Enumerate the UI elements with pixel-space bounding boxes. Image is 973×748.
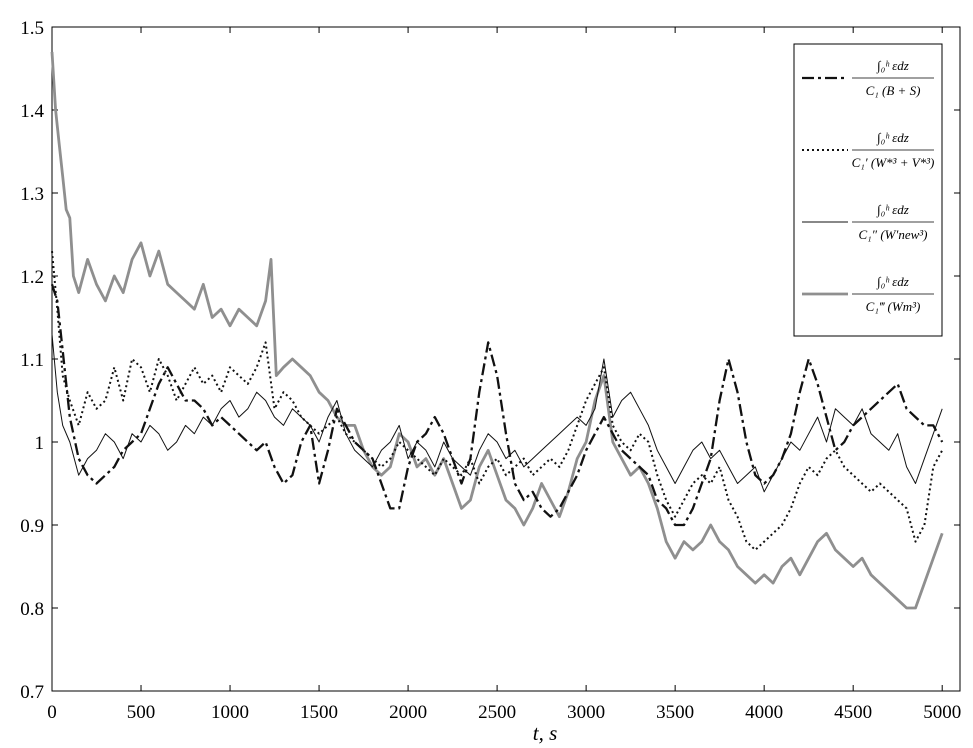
- y-tick-label: 1.1: [20, 350, 44, 371]
- x-tick-label: 2000: [389, 702, 427, 723]
- legend: ∫₀ʰ εdz C₁ (B + S) ∫₀ʰ εdz C₁′ (W*³ + V*³) ∫…: [793, 43, 943, 337]
- x-tick-label: 0: [47, 702, 57, 723]
- x-tick-label: 4000: [745, 702, 783, 723]
- series-line-2: [51, 251, 944, 551]
- legend-numerator-4: ∫₀ʰ εdz: [876, 274, 909, 290]
- y-tick-label: 0.7: [20, 682, 44, 703]
- y-tick-label: 1.3: [20, 184, 44, 205]
- y-tick-label: 1: [35, 433, 45, 454]
- y-tick-label: 1.2: [20, 267, 44, 288]
- legend-numerator-1: ∫₀ʰ εdz: [876, 58, 909, 74]
- legend-numerator-2: ∫₀ʰ εdz: [876, 130, 909, 146]
- legend-numerator-3: ∫₀ʰ εdz: [876, 202, 909, 218]
- x-tick-label: 5000: [923, 702, 961, 723]
- series-layer: [50, 51, 944, 610]
- x-tick-label: 3000: [567, 702, 605, 723]
- x-tick-label: 3500: [656, 702, 694, 723]
- legend-box: [793, 43, 943, 337]
- x-axis-title: t, s: [533, 721, 558, 745]
- x-tick-label: 1000: [211, 702, 249, 723]
- y-tick-label: 1.5: [20, 18, 44, 39]
- series-line-4: [50, 51, 944, 610]
- legend-denominator-1: C₁ (B + S): [866, 83, 921, 98]
- y-tick-label: 0.9: [20, 516, 44, 537]
- legend-denominator-4: C₁‴ (Wm³): [866, 299, 921, 314]
- x-tick-label: 1500: [300, 702, 338, 723]
- series-line-1: [50, 283, 944, 527]
- x-tick-label: 500: [127, 702, 156, 723]
- x-axis: 0 500 1000 1500 2000 2500 3000 3500 4000 4500 5000: [47, 27, 961, 723]
- series-line-3: [51, 334, 943, 493]
- legend-denominator-2: C₁′ (W*³ + V*³): [852, 155, 935, 170]
- y-tick-label: 0.8: [20, 599, 44, 620]
- y-axis: 0.7 0.8 0.9 1 1.1 1.2 1.3 1.4 1.5: [20, 18, 960, 703]
- y-tick-label: 1.4: [20, 101, 44, 122]
- legend-denominator-3: C₁″ (W′new³): [858, 227, 927, 242]
- x-tick-label: 4500: [834, 702, 872, 723]
- x-tick-label: 2500: [478, 702, 516, 723]
